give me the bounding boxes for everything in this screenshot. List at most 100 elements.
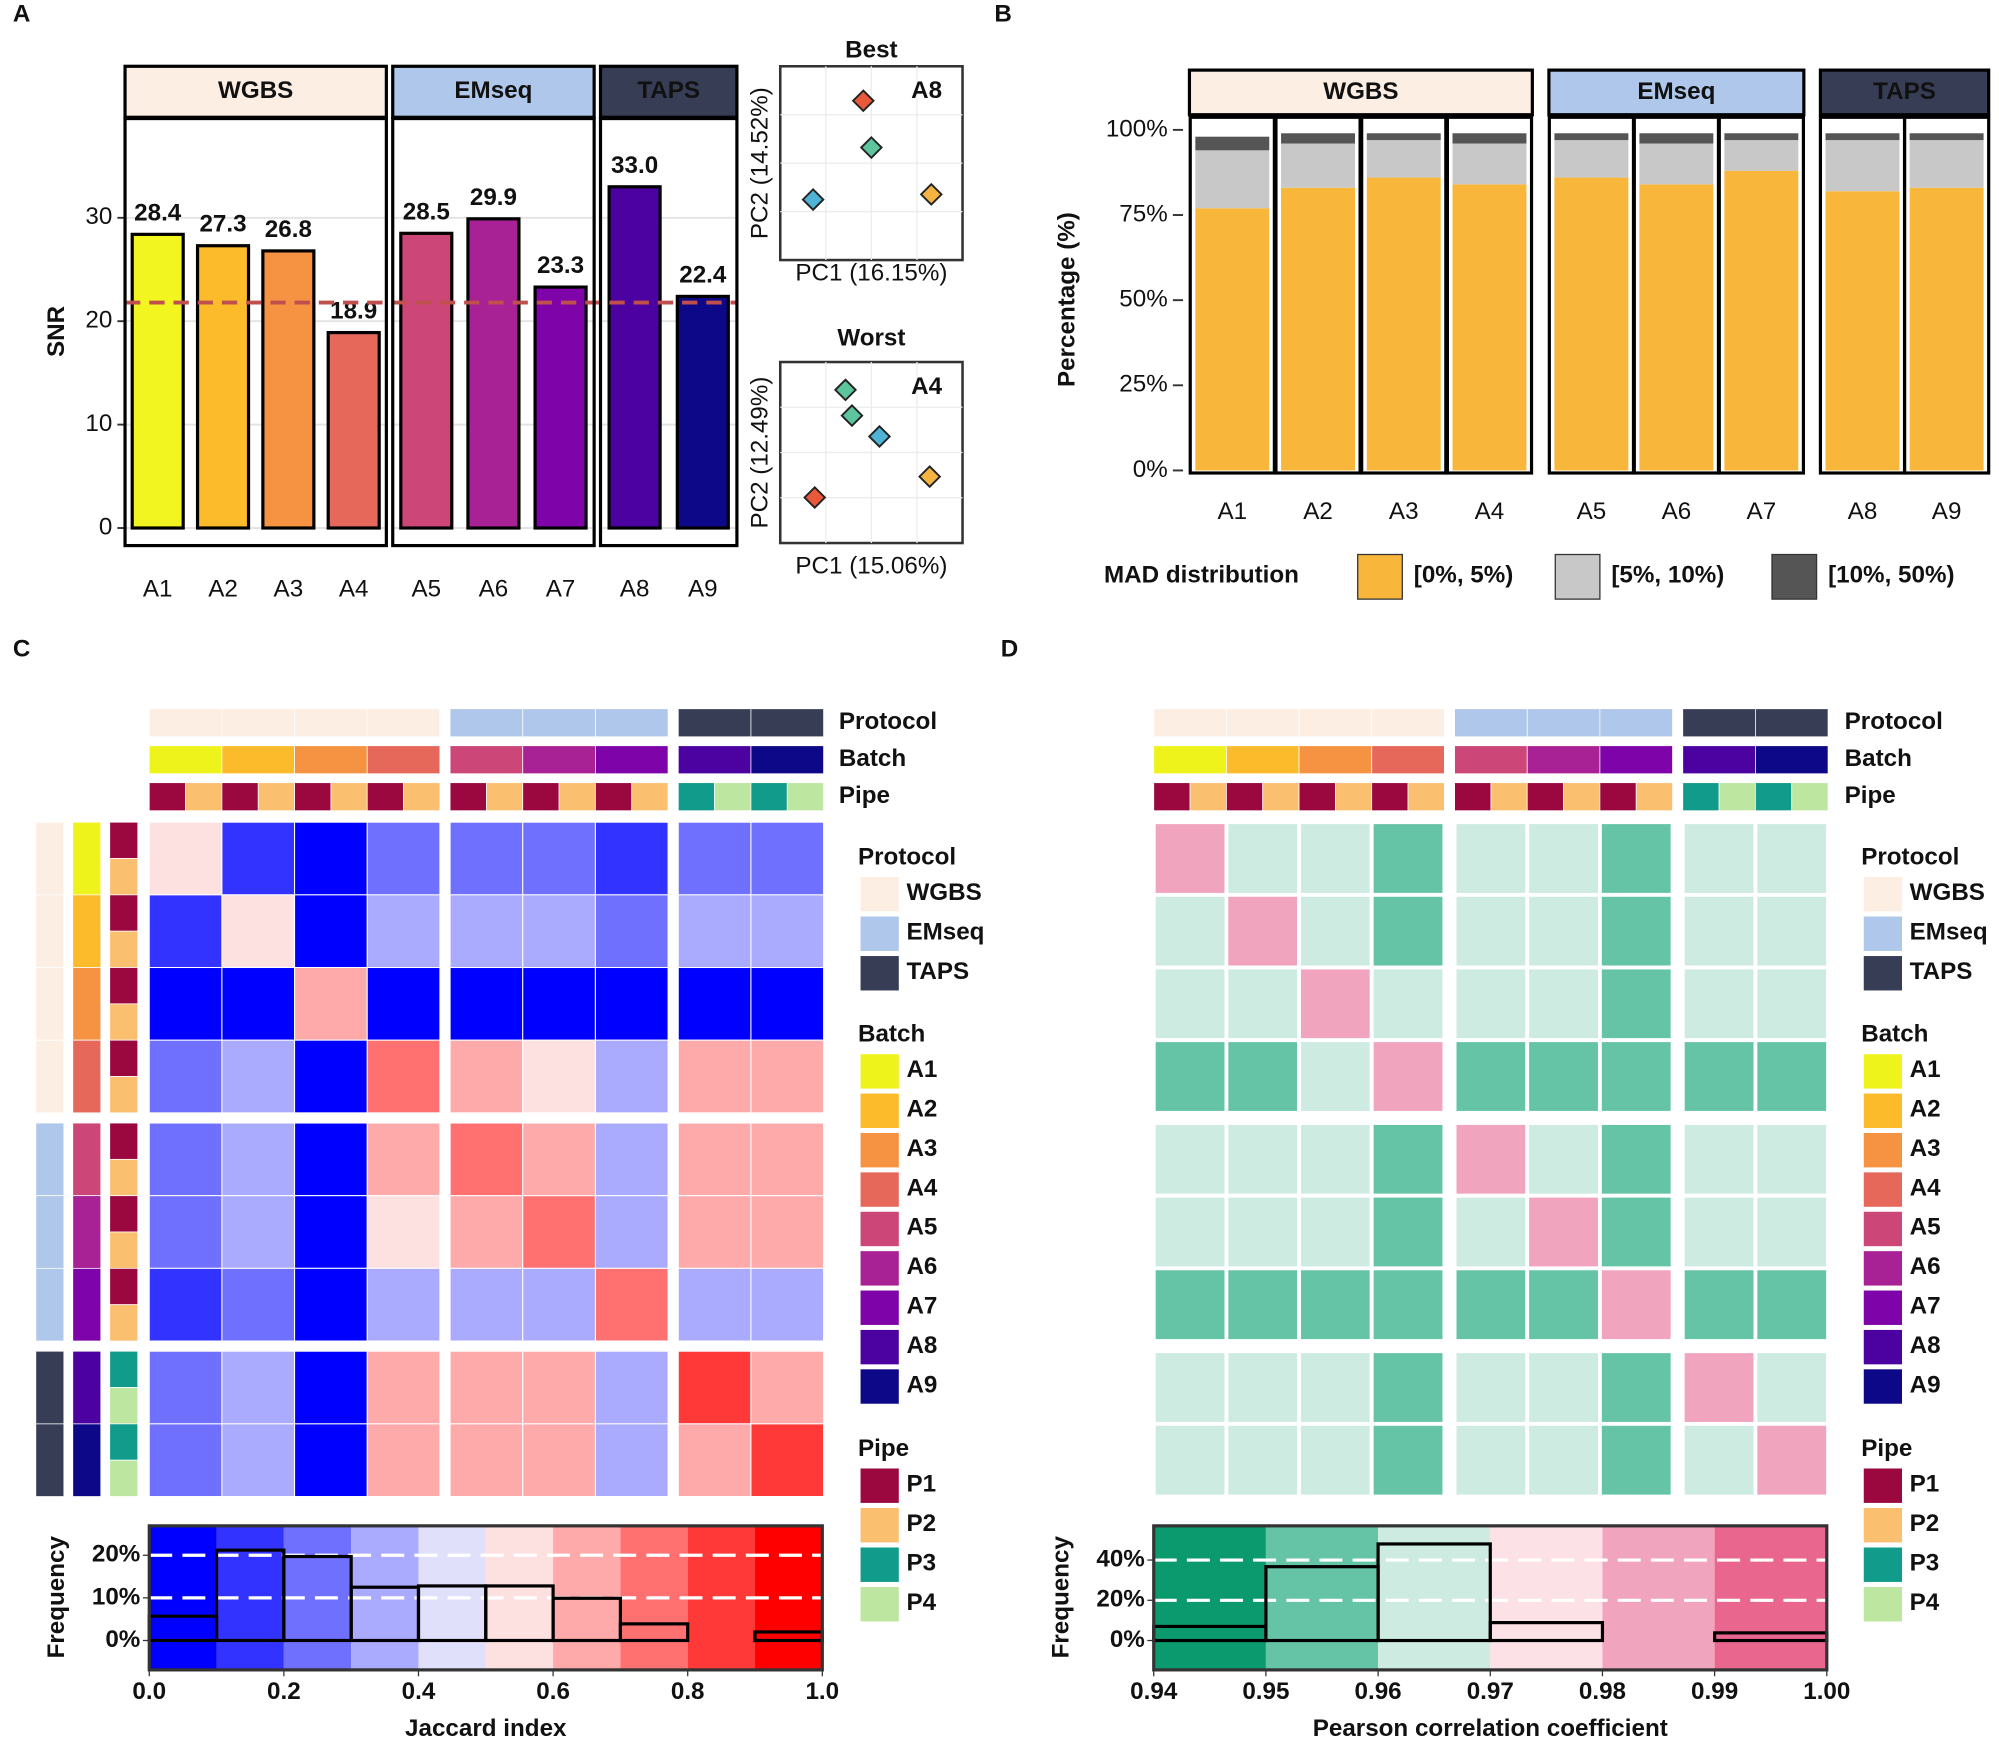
bar-segment (1639, 133, 1714, 144)
x-tick-label: A9 (1932, 498, 1962, 525)
heatmap-cell (449, 1122, 524, 1197)
histogram-bar (1376, 1542, 1492, 1643)
bar-segment (1909, 133, 1984, 141)
heatmap-cell (594, 1039, 669, 1114)
point (867, 424, 892, 449)
histogram-bar (1488, 1621, 1605, 1643)
x-tick-label: A6 (1662, 498, 1692, 525)
protocol-strip (35, 967, 65, 1041)
y-tick-label: 0% (105, 1626, 140, 1653)
bar (399, 231, 454, 530)
pipe-strip (109, 821, 139, 859)
heatmap-cell (1753, 1038, 1830, 1115)
heatmap-cell (294, 1350, 368, 1425)
bar-segment (1281, 133, 1355, 144)
heatmap-cell (294, 967, 368, 1041)
heatmap-cell (1224, 1121, 1301, 1198)
bar-segment (1452, 143, 1527, 185)
color-band (1714, 1525, 1827, 1670)
facet-strip (1818, 68, 1991, 117)
x-tick-label: 1.0 (805, 1678, 839, 1705)
batch-strip (1599, 745, 1673, 775)
heatmap-cell (1753, 1421, 1830, 1499)
pipe-strip (109, 1350, 139, 1388)
facet-label: TAPS (637, 77, 700, 104)
heatmap-cell (1224, 1349, 1301, 1426)
heatmap-cell (1525, 1421, 1602, 1499)
legend-swatch (1863, 1054, 1903, 1089)
facet-label: WGBS (218, 77, 293, 104)
legend-swatch (860, 1132, 899, 1168)
x-tick-label: 0.99 (1691, 1678, 1738, 1705)
y-tick-label: 100% (1106, 115, 1168, 142)
heatmap-cell (1224, 820, 1301, 897)
pipe-strip (714, 782, 752, 812)
heatmap-cell (1224, 1266, 1301, 1343)
batch-strip (750, 745, 824, 775)
bar-segment (1366, 177, 1441, 471)
pipe-strip (1189, 782, 1227, 812)
bar-segment (1281, 187, 1355, 471)
pipe-strip (595, 782, 633, 812)
x-tick-label: A9 (688, 576, 718, 603)
heatmap-cell (1753, 965, 1830, 1043)
legend-label: A9 (1910, 1371, 1941, 1398)
legend-label: P2 (1910, 1510, 1940, 1537)
histogram-frame (147, 1524, 824, 1672)
heatmap-cell (1525, 1349, 1602, 1426)
protocol-strip (1454, 708, 1528, 738)
y-tick-label: 40% (1096, 1545, 1144, 1572)
batch-strip (1682, 745, 1756, 775)
pipe-strip (109, 1304, 139, 1342)
pipe-strip (1371, 782, 1409, 812)
pipe-strip (109, 1122, 139, 1160)
legend-label: A3 (1910, 1135, 1941, 1162)
x-tick-label: 0.6 (536, 1678, 570, 1705)
heatmap-cell (677, 1350, 752, 1425)
protocol-strip (1298, 708, 1373, 738)
heatmap-cell (1680, 965, 1758, 1043)
facet-label: TAPS (1873, 78, 1936, 105)
annotation-label: Batch (839, 745, 906, 772)
heatmap-cell (677, 967, 752, 1041)
pipe-strip (1682, 782, 1720, 812)
protocol-strip (35, 894, 65, 968)
panel-label: D (1001, 636, 1018, 663)
bar-segment (1366, 133, 1441, 141)
x-tick-label: 0.97 (1467, 1678, 1514, 1705)
legend-label: [0%, 5%) (1414, 562, 1514, 589)
batch-strip (72, 967, 102, 1041)
batch-strip (221, 745, 295, 775)
legend-swatch (860, 1508, 899, 1543)
legend-label: P2 (906, 1510, 936, 1537)
pipe-strip (1262, 782, 1300, 812)
value-label: 26.8 (265, 216, 312, 243)
heatmap-cell (1369, 1121, 1447, 1198)
heatmap-cell (148, 967, 223, 1041)
heatmap-cell (1753, 1266, 1830, 1343)
heatmap-cell (1369, 1266, 1447, 1343)
heatmap-cell (594, 1350, 669, 1425)
pipe-strip (1718, 782, 1756, 812)
heatmap-cell (1525, 820, 1602, 897)
legend-label: P1 (1910, 1470, 1940, 1497)
legend-title: Pipe (1861, 1435, 1912, 1462)
protocol-strip (35, 821, 65, 896)
legend-swatch (1771, 553, 1818, 600)
heatmap-cell (221, 1423, 296, 1498)
batch-strip (1371, 745, 1445, 775)
legend-label: A8 (1910, 1332, 1941, 1359)
legend-title: MAD distribution (1104, 562, 1299, 589)
heatmap-cell (366, 1039, 441, 1114)
pipe-strip (1407, 782, 1445, 812)
y-axis-label: Frequency (43, 1535, 70, 1658)
heatmap-cell (1151, 1038, 1229, 1115)
batch-strip (1526, 745, 1601, 775)
pipe-strip (486, 782, 524, 812)
bar-segment (1554, 133, 1629, 141)
heatmap-cell (594, 967, 669, 1041)
x-tick-label: A6 (479, 576, 509, 603)
legend-label: EMseq (1910, 918, 1988, 945)
panel-label: B (994, 1, 1011, 28)
